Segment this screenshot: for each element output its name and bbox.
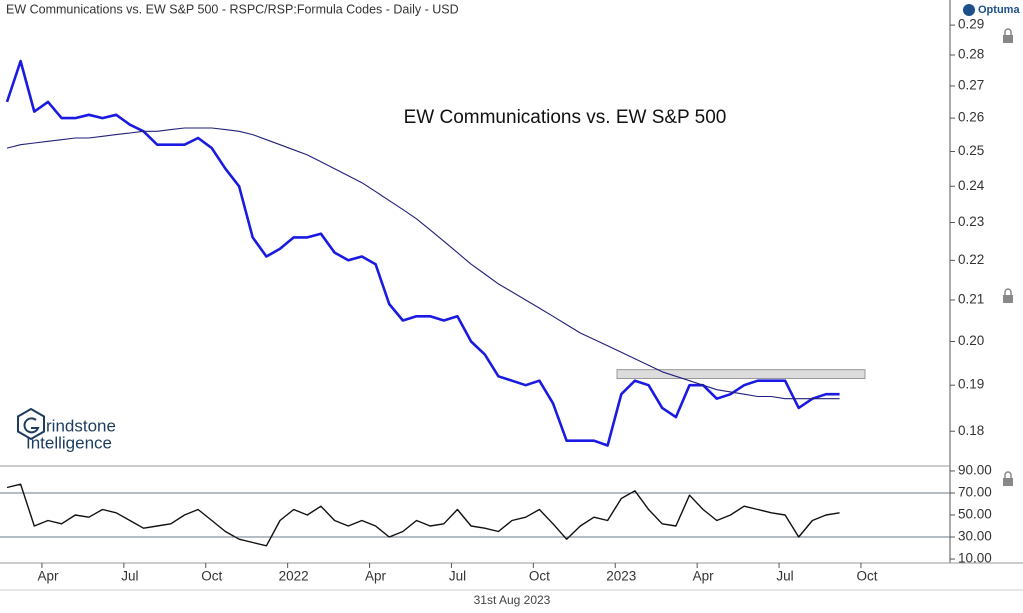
x-tick-label: Jul	[121, 569, 138, 584]
resistance-band	[616, 369, 866, 379]
x-tick-label: Jul	[449, 569, 466, 584]
y-tick-label: 0.24	[958, 178, 985, 193]
logo-icon	[963, 4, 975, 16]
x-tick-label: Apr	[37, 569, 59, 584]
y-tick-label: 0.19	[958, 377, 984, 392]
y-tick-label: 0.27	[958, 78, 984, 93]
watermark: Intelligence	[26, 433, 112, 452]
y-tick-label: 0.18	[958, 423, 984, 438]
date-label: 31st Aug 2023	[474, 593, 551, 607]
x-tick-label: Apr	[365, 569, 387, 584]
y-tick-label: 0.22	[958, 252, 984, 267]
annotation: EW Communications vs. EW S&P 500	[404, 107, 727, 128]
watermark-icon	[17, 407, 45, 441]
chart-title: EW Communications vs. EW S&P 500 - RSPC/…	[6, 2, 459, 16]
y-tick-label: 70.00	[958, 485, 992, 500]
x-tick-label: 2022	[279, 569, 309, 584]
x-tick-label: Apr	[693, 569, 715, 584]
y-tick-label: 30.00	[958, 529, 992, 544]
series-line	[5, 59, 840, 447]
x-tick-label: Oct	[856, 569, 877, 584]
y-tick-label: 0.23	[958, 214, 984, 229]
y-tick-label: 0.21	[958, 292, 984, 307]
series-line	[6, 483, 840, 547]
x-tick-label: Oct	[529, 569, 550, 584]
logo: Optuma	[978, 4, 1020, 16]
x-tick-label: Oct	[201, 569, 222, 584]
x-tick-label: 2023	[606, 569, 636, 584]
y-tick-label: 0.20	[958, 333, 984, 348]
y-tick-label: 0.29	[958, 17, 984, 32]
y-tick-label: 0.28	[958, 47, 984, 62]
lock-shackle	[1004, 28, 1012, 478]
y-tick-label: 0.26	[958, 110, 984, 125]
watermark: rindstone	[46, 416, 116, 435]
y-tick-label: 50.00	[958, 507, 992, 522]
y-tick-label: 10.00	[958, 551, 992, 566]
series-line	[6, 127, 840, 400]
lock-icon	[1003, 35, 1013, 486]
y-tick-label: 90.00	[958, 463, 992, 478]
y-tick-label: 0.25	[958, 143, 984, 158]
x-tick-label: Jul	[776, 569, 793, 584]
